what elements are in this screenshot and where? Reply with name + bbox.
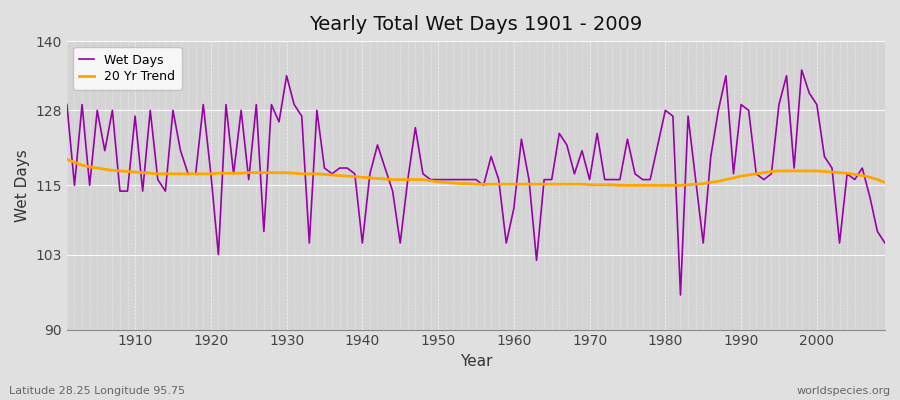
Line: 20 Yr Trend: 20 Yr Trend <box>67 159 885 185</box>
20 Yr Trend <box>508 182 519 186</box>
20 Yr Trend <box>879 180 890 185</box>
Wet Days <box>122 189 133 194</box>
Title: Yearly Total Wet Days 1901 - 2009: Yearly Total Wet Days 1901 - 2009 <box>310 15 643 34</box>
Wet Days <box>289 102 300 107</box>
Y-axis label: Wet Days: Wet Days <box>15 149 30 222</box>
Wet Days <box>334 166 345 170</box>
20 Yr Trend <box>122 169 133 174</box>
Wet Days <box>508 206 519 211</box>
Text: worldspecies.org: worldspecies.org <box>796 386 891 396</box>
Wet Days <box>61 102 72 107</box>
20 Yr Trend <box>61 157 72 162</box>
20 Yr Trend <box>615 183 626 188</box>
Wet Days <box>879 241 890 246</box>
Wet Days <box>796 68 807 72</box>
Wet Days <box>501 241 512 246</box>
20 Yr Trend <box>501 182 512 186</box>
20 Yr Trend <box>334 173 345 178</box>
Wet Days <box>599 177 610 182</box>
Legend: Wet Days, 20 Yr Trend: Wet Days, 20 Yr Trend <box>73 47 182 90</box>
20 Yr Trend <box>289 171 300 176</box>
20 Yr Trend <box>599 182 610 187</box>
Line: Wet Days: Wet Days <box>67 70 885 295</box>
Wet Days <box>675 292 686 297</box>
Text: Latitude 28.25 Longitude 95.75: Latitude 28.25 Longitude 95.75 <box>9 386 185 396</box>
X-axis label: Year: Year <box>460 354 492 369</box>
